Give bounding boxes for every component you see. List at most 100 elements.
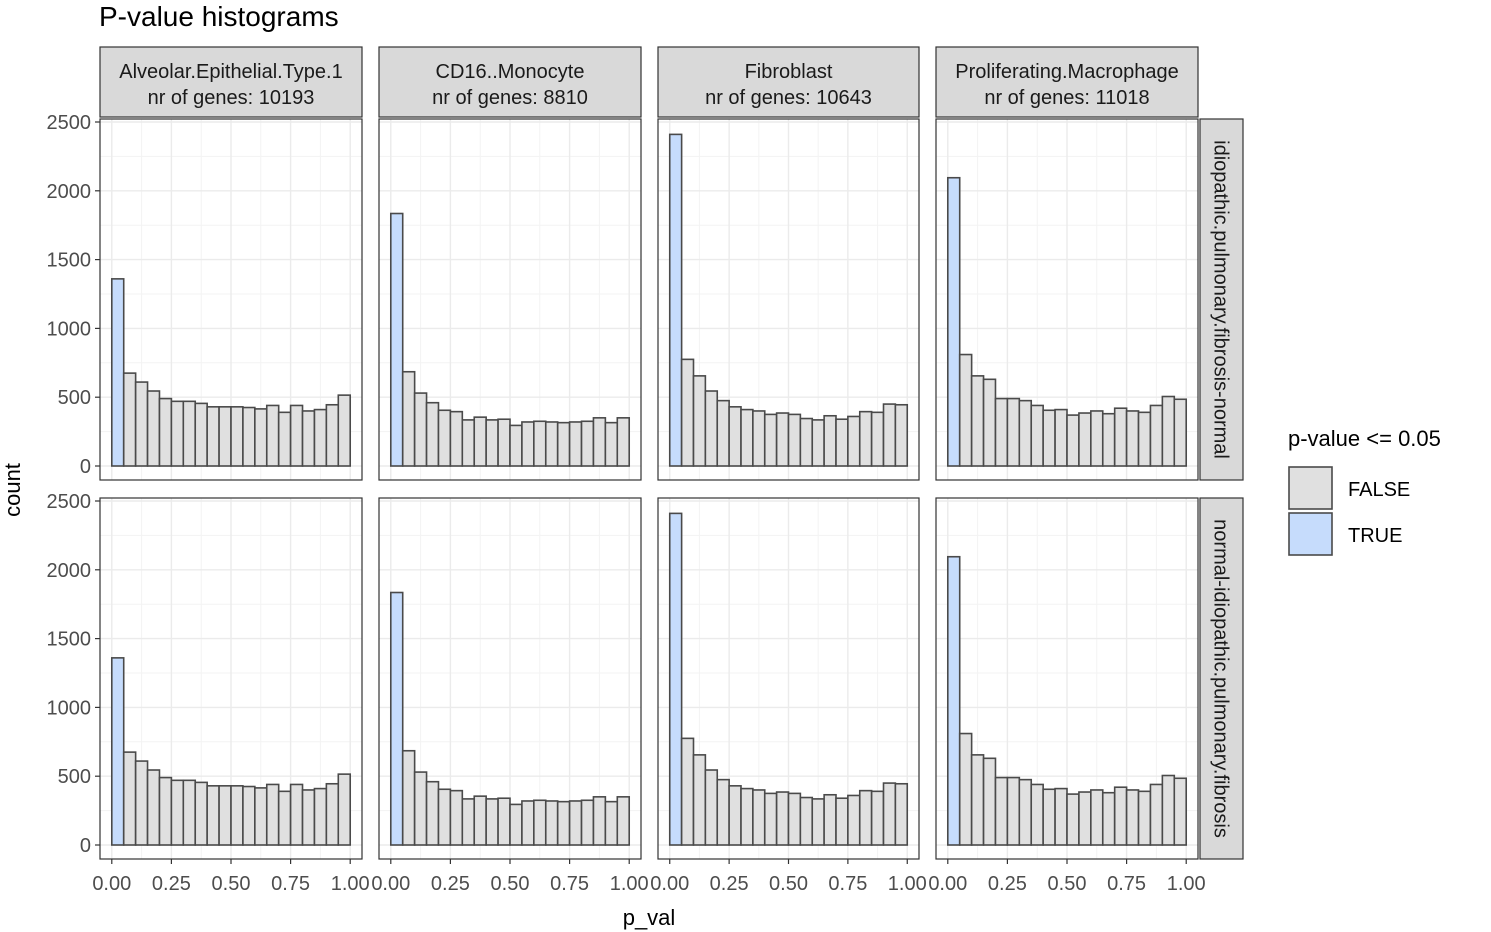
histogram-bar [1101, 412, 1116, 467]
histogram-bar [521, 800, 535, 846]
y-tick-label: 1500 [47, 250, 92, 272]
x-tick-label: 1.00 [888, 873, 927, 895]
y-tick-label: 2000 [47, 560, 92, 582]
legend-label-false: FALSE [1348, 479, 1410, 501]
histogram-bar [449, 789, 464, 846]
histogram-bar [1006, 776, 1021, 846]
histogram-bar [835, 797, 849, 846]
histogram-bar [692, 375, 707, 467]
histogram-bar [182, 779, 197, 846]
histogram-bar [182, 400, 197, 467]
histogram-bar [1078, 412, 1092, 467]
histogram-bar [847, 415, 861, 467]
histogram-bar [122, 751, 137, 846]
y-tick-label: 1000 [47, 697, 92, 719]
histogram-bar [752, 789, 766, 846]
x-tick-label: 0.75 [550, 873, 589, 895]
histogram-bar [1078, 791, 1092, 846]
facet-strip-4 [935, 46, 1199, 118]
histogram-bar [110, 657, 125, 846]
histogram-bar [763, 413, 778, 467]
histogram-bar [158, 397, 173, 467]
histogram-bar [894, 403, 909, 467]
panel-r2-c3 [657, 497, 920, 860]
histogram-bar [1018, 778, 1033, 846]
y-tick-label: 1500 [47, 629, 92, 651]
x-tick-label: 0.75 [271, 873, 310, 895]
histogram-bar [544, 421, 559, 467]
histogram-bar [728, 406, 742, 467]
histogram-bar [775, 791, 790, 846]
panel-r2-c2 [378, 497, 642, 860]
histogram-bar [337, 394, 352, 467]
y-axes: 0 500 1000 1500 2000 2500 0 500 1000 1500 2000 2500 [47, 112, 100, 857]
x-tick-label: 1.00 [610, 873, 649, 895]
legend-key-false [1288, 466, 1333, 510]
histogram-bar [1054, 408, 1068, 467]
histogram-bar [799, 796, 814, 846]
histogram-bar [521, 421, 535, 467]
histogram-bar [870, 790, 885, 846]
histogram-bar [556, 800, 571, 846]
legend-key-true [1288, 512, 1333, 556]
histogram-bar [1030, 404, 1044, 467]
histogram-bar [134, 381, 149, 467]
histogram-bar [301, 410, 316, 467]
histogram-bar [982, 378, 997, 467]
facet-strip-genes-2: nr of genes: 8810 [432, 87, 588, 109]
histogram-bar [110, 278, 125, 467]
histogram-bar [158, 776, 173, 846]
histogram-bar [146, 769, 161, 846]
row-strip-label-1: idiopathic.pulmonary.fibrosis-normal [1210, 140, 1232, 459]
histogram-bar [313, 408, 328, 467]
histogram-bar [616, 417, 631, 467]
histogram-bar [616, 796, 631, 846]
histogram-bar [775, 412, 790, 467]
y-tick-label: 500 [58, 766, 91, 788]
histogram-bar [437, 788, 452, 846]
x-tick-label: 0.50 [1048, 873, 1087, 895]
histogram-bar [389, 212, 404, 467]
row-strip-text-group: normal-idiopathic.pulmonary.fibrosis [1210, 519, 1232, 838]
histogram-bar [242, 406, 256, 467]
histogram-bar [1137, 790, 1152, 846]
histogram-bar [473, 416, 487, 467]
facet-panels: Alveolar.Epithelial.Type.1 nr of genes: 1… [99, 46, 1199, 860]
histogram-bar [1090, 789, 1104, 846]
histogram-bar [1042, 788, 1056, 846]
legend: p-value <= 0.05 FALSE TRUE [1288, 426, 1441, 556]
panel-r2-c4 [935, 497, 1199, 860]
histogram-bar [882, 782, 897, 846]
histogram-bar [254, 787, 268, 846]
y-tick-label: 0 [80, 835, 91, 857]
facet-strip-title-3: Fibroblast [745, 61, 833, 83]
panel-border [657, 118, 920, 481]
histogram-bar [958, 732, 973, 846]
x-tick-label: 1.00 [331, 873, 370, 895]
panel-border [378, 118, 642, 481]
histogram-bar [289, 783, 304, 846]
histogram-bar [122, 372, 137, 467]
histogram-bar [1018, 399, 1033, 467]
histogram-bar [946, 176, 961, 467]
histogram-bar [763, 792, 778, 846]
histogram-bar [401, 749, 416, 846]
y-tick-label: 2500 [47, 112, 92, 134]
histogram-bar [425, 780, 440, 846]
x-tick-label: 0.00 [371, 873, 410, 895]
panel-border [99, 118, 363, 481]
x-tick-label: 0.00 [650, 873, 689, 895]
y-tick-label: 500 [58, 387, 91, 409]
panel-r1-c4 [935, 118, 1199, 481]
histogram-bar [1161, 395, 1176, 467]
y-axis-label: count [0, 463, 25, 517]
row-strip-text-group: idiopathic.pulmonary.fibrosis-normal [1210, 140, 1232, 459]
histogram-bar [509, 424, 523, 467]
histogram-bar [894, 782, 909, 846]
chart-title: P-value histograms [99, 1, 339, 32]
histogram-bar [1149, 783, 1164, 846]
histogram-bar [413, 771, 428, 846]
y-tick-label: 0 [80, 456, 91, 478]
histogram-bar [485, 798, 499, 846]
